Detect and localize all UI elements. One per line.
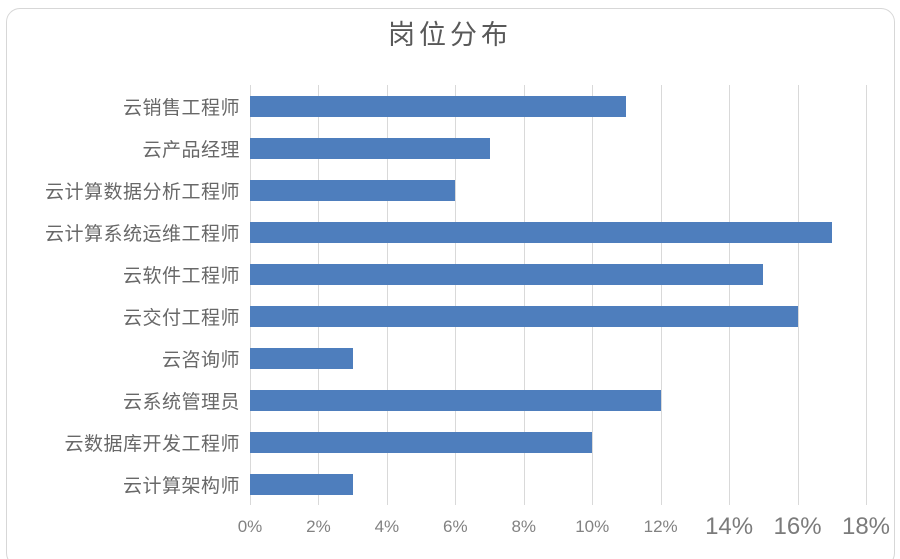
x-axis: 0% 2% 4% 6% 8% 10% 12% 14% 16% 18% <box>238 505 890 555</box>
x-tick-label: 8% <box>511 517 537 536</box>
category-label: 云交付工程师 <box>122 307 240 329</box>
x-tick-label: 10% <box>575 517 610 536</box>
category-label: 云系统管理员 <box>122 391 240 413</box>
category-label: 云计算架构师 <box>122 475 240 497</box>
bar-row <box>250 211 866 253</box>
category-label: 云计算数据分析工程师 <box>44 181 240 203</box>
gridline <box>250 85 251 505</box>
bar <box>250 347 353 369</box>
gridline <box>660 85 662 505</box>
x-tick-label: 4% <box>374 517 400 536</box>
category-label: 云销售工程师 <box>122 97 240 119</box>
bar <box>250 263 764 285</box>
category-label: 云产品经理 <box>142 139 240 161</box>
bar-row <box>250 421 866 463</box>
category-label: 云计算系统运维工程师 <box>44 223 240 245</box>
bar <box>250 431 593 453</box>
bar <box>250 389 661 411</box>
bar <box>250 473 353 495</box>
x-tick-label: 14% <box>705 513 754 540</box>
bar-row <box>250 253 866 295</box>
x-tick-label: 18% <box>841 513 891 540</box>
category-axis: 云销售工程师云产品经理云计算数据分析工程师 云计算系统运维工程师云软件工程师 云交付… <box>0 85 240 505</box>
gridline <box>386 85 388 505</box>
bar <box>250 179 456 201</box>
bar-row <box>250 85 866 127</box>
gridline <box>592 85 594 505</box>
category-label: 云软件工程师 <box>122 265 240 287</box>
gridline <box>797 85 799 505</box>
x-tick-label: 0% <box>237 517 263 536</box>
gridline <box>729 85 731 505</box>
bar <box>250 137 490 159</box>
gridline <box>866 85 867 505</box>
chart-title: 岗位分布 <box>388 20 512 50</box>
bar-series <box>250 85 866 505</box>
bar <box>250 305 798 327</box>
gridline <box>318 85 320 505</box>
gridline <box>455 85 457 505</box>
category-label: 云数据库开发工程师 <box>64 433 240 455</box>
bar-row <box>250 463 866 505</box>
plot-area <box>250 85 867 505</box>
bar-row <box>250 127 866 169</box>
bar <box>250 95 627 117</box>
x-tick-label: 2% <box>306 517 331 536</box>
bar <box>250 221 832 243</box>
bar-row <box>250 169 866 211</box>
x-tick-label: 12% <box>643 517 678 536</box>
gridline <box>523 85 525 505</box>
bar-row <box>250 337 866 379</box>
bar-row <box>250 379 866 421</box>
x-tick-label: 6% <box>443 517 468 536</box>
category-label: 云咨询师 <box>161 349 240 371</box>
x-tick-label: 16% <box>773 513 822 540</box>
bar-row <box>250 295 866 337</box>
